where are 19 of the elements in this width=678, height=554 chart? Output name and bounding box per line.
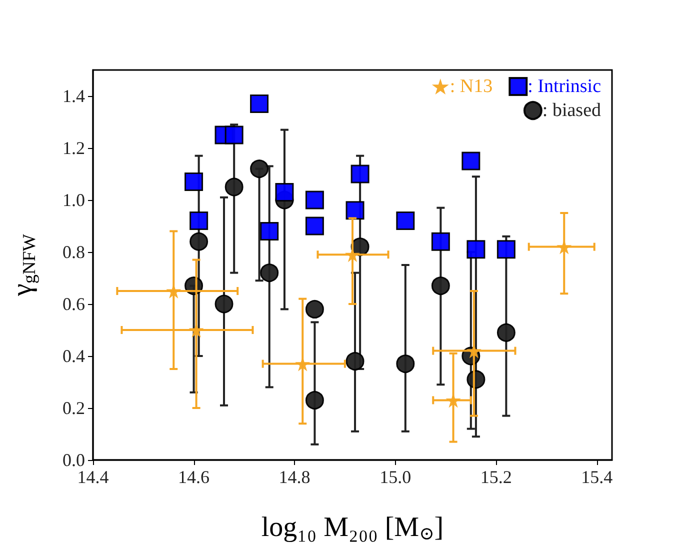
x-tick-label: 14.6	[178, 467, 210, 487]
y-tick-label: 1.4	[62, 86, 85, 106]
y-tick-label: 0.8	[62, 242, 85, 262]
x-tick-label: 15.0	[380, 467, 412, 487]
legend-label: : Intrinsic	[528, 76, 602, 97]
x-tick-label: 14.4	[77, 467, 109, 487]
y-tick-label: 1.2	[62, 138, 85, 158]
legend-label: : N13	[450, 76, 493, 97]
legend-label: : biased	[542, 100, 602, 121]
y-tick-label: 0.0	[62, 450, 85, 470]
x-axis-title: log₁₀ M₂₀₀ [M⊙]	[261, 512, 444, 544]
y-axis-title: γgNFW	[7, 233, 39, 297]
x-tick-label: 15.2	[480, 467, 512, 487]
x-tick-label: 15.4	[581, 467, 613, 487]
y-tick-label: 0.4	[62, 346, 85, 366]
y-tick-label: 1.0	[62, 190, 85, 210]
x-tick-label: 14.8	[278, 467, 310, 487]
y-tick-label: 0.6	[62, 294, 85, 314]
y-tick-label: 0.2	[62, 398, 85, 418]
